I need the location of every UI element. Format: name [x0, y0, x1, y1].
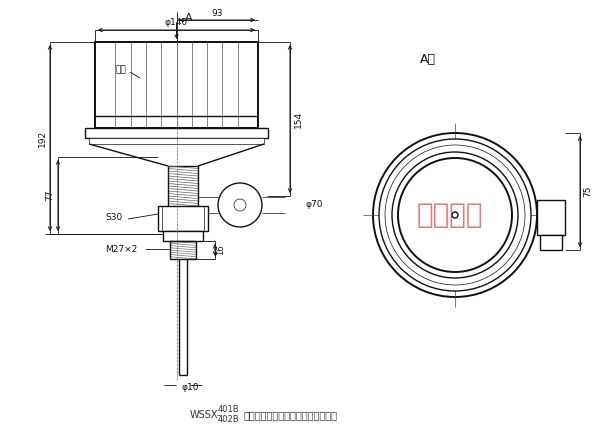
Text: A向: A向 — [420, 53, 436, 67]
Circle shape — [452, 212, 458, 218]
Text: S30: S30 — [105, 214, 122, 222]
Text: φ10: φ10 — [181, 382, 199, 392]
Text: 154: 154 — [293, 111, 302, 127]
Text: 77: 77 — [46, 190, 55, 201]
Text: 帽盖: 帽盖 — [115, 66, 126, 75]
Circle shape — [385, 145, 525, 285]
Bar — [537, 200, 565, 235]
Text: M27×2: M27×2 — [105, 246, 137, 254]
Text: φ140: φ140 — [165, 19, 188, 28]
Bar — [158, 206, 208, 231]
Text: WSSX-: WSSX- — [190, 410, 221, 420]
Bar — [540, 235, 562, 250]
Circle shape — [234, 199, 246, 211]
Circle shape — [379, 139, 531, 291]
Text: 16: 16 — [217, 245, 226, 255]
Text: 402B: 402B — [218, 416, 239, 424]
Bar — [89, 138, 264, 144]
Circle shape — [398, 158, 512, 272]
Text: 93: 93 — [212, 9, 223, 19]
Circle shape — [218, 183, 262, 227]
Text: 75: 75 — [583, 186, 593, 197]
Circle shape — [392, 152, 518, 278]
Bar — [163, 231, 203, 241]
Text: φ70: φ70 — [305, 201, 323, 210]
Circle shape — [373, 133, 537, 297]
Text: 型防爆双金属温度计外形及安装尺岼: 型防爆双金属温度计外形及安装尺岼 — [244, 410, 338, 420]
Bar — [85, 128, 268, 138]
Bar — [95, 42, 258, 128]
Text: A: A — [185, 13, 192, 23]
Text: 401B: 401B — [218, 405, 239, 415]
Text: 上海坤隆: 上海坤隆 — [417, 201, 483, 229]
Text: 192: 192 — [37, 130, 47, 147]
